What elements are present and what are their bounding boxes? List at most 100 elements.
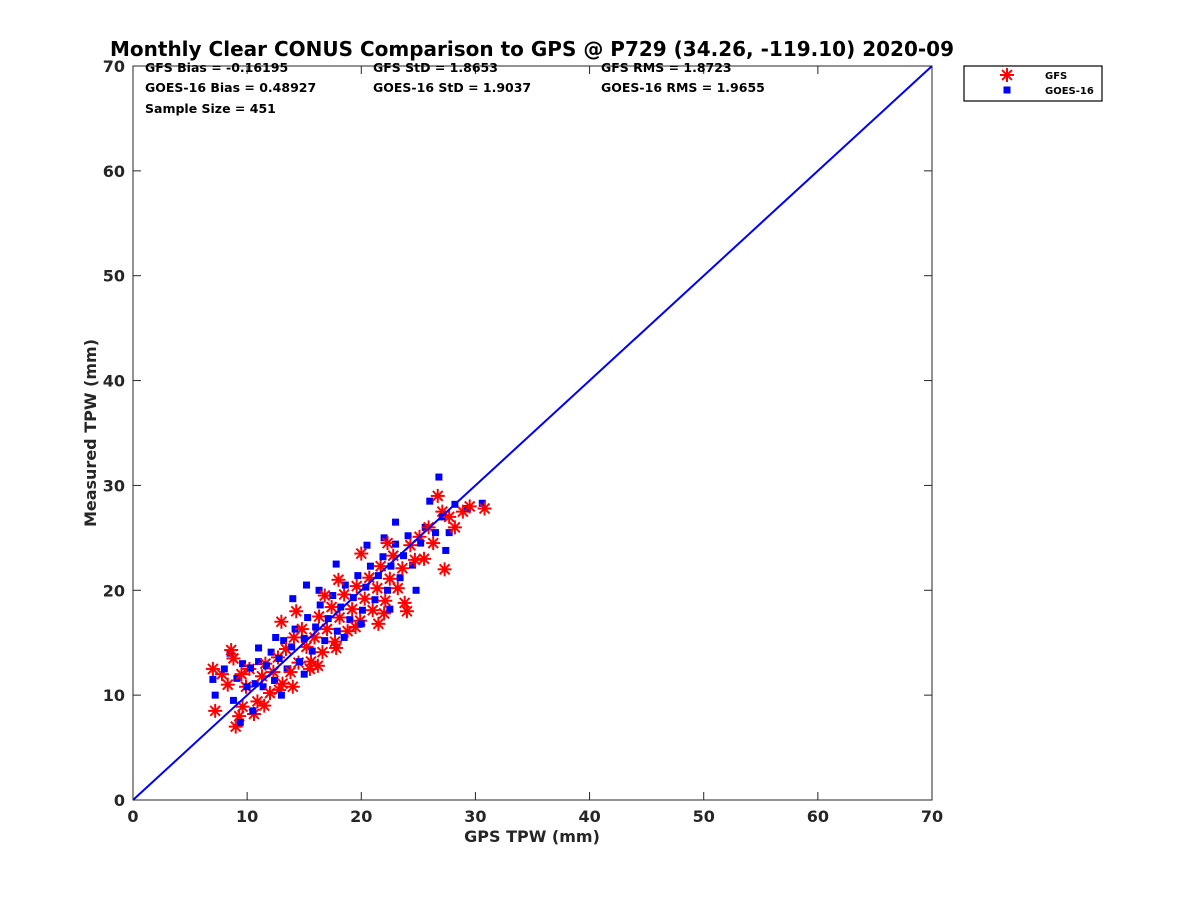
- goes16-point: [255, 644, 263, 652]
- gfs-point: [442, 509, 457, 524]
- gfs-point: [320, 622, 335, 637]
- goes16-point: [236, 718, 244, 726]
- x-axis-label: GPS TPW (mm): [464, 827, 600, 846]
- goes16-point: [229, 696, 237, 704]
- goes16-point: [409, 561, 417, 569]
- gfs-point: [220, 677, 235, 692]
- goes16-point: [379, 553, 387, 561]
- goes16-point: [332, 560, 340, 568]
- goes16-point: [412, 586, 420, 594]
- goes16-point: [333, 627, 341, 635]
- gfs-point: [312, 609, 327, 624]
- stat-gfs-bias: GFS Bias = -0.16195: [145, 60, 288, 75]
- legend-gfs-asterisk: [1000, 68, 1014, 82]
- gfs-point: [407, 552, 422, 567]
- gfs-point: [349, 579, 364, 594]
- goes16-point: [259, 683, 267, 691]
- goes16-point: [289, 595, 297, 603]
- gfs-point: [274, 614, 289, 629]
- gfs-point: [371, 616, 386, 631]
- goes16-point: [478, 499, 486, 507]
- gfs-point: [365, 603, 380, 618]
- y-tick-label: 50: [103, 267, 125, 286]
- goes16-point: [315, 586, 323, 594]
- goes16-point: [329, 592, 337, 600]
- goes16-point: [277, 691, 285, 699]
- x-tick-label: 20: [350, 807, 372, 826]
- stat-goes16-rms: GOES-16 RMS = 1.9655: [601, 80, 765, 95]
- goes16-point: [249, 707, 257, 715]
- gfs-point: [390, 581, 405, 596]
- goes16-point: [435, 473, 443, 481]
- y-tick-label: 20: [103, 581, 125, 600]
- goes16-point: [426, 497, 434, 505]
- legend-box: [963, 65, 1103, 102]
- gfs-point: [234, 667, 249, 682]
- gfs-point: [310, 658, 325, 673]
- goes16-point: [354, 572, 362, 580]
- y-tick-label: 0: [114, 791, 125, 810]
- gfs-point: [397, 595, 412, 610]
- axis-ticks: 0 10 20 30 40 50 60 70 0 10 20 30 40 50 60 70: [103, 57, 943, 826]
- goes16-point: [324, 615, 332, 623]
- goes16-point: [271, 676, 279, 684]
- goes16-point: [340, 633, 348, 641]
- goes16-point: [316, 601, 324, 609]
- goes16-point: [357, 620, 365, 628]
- stat-sample-size: Sample Size = 451: [145, 101, 276, 116]
- gfs-point: [226, 651, 241, 666]
- goes16-point: [396, 574, 404, 582]
- x-tick-label: 40: [578, 807, 600, 826]
- goes16-point: [400, 552, 408, 560]
- goes16-point: [226, 649, 234, 657]
- chart-title: Monthly Clear CONUS Comparison to GPS @ …: [110, 37, 954, 61]
- goes16-point: [384, 586, 392, 594]
- y-axis-label: Measured TPW (mm): [81, 339, 100, 527]
- gfs-point: [285, 679, 300, 694]
- gfs-point: [357, 591, 372, 606]
- goes16-point: [380, 534, 388, 542]
- gfs-point: [235, 699, 250, 714]
- gfs-point: [462, 499, 477, 514]
- gfs-point: [447, 520, 462, 535]
- goes16-point: [220, 665, 228, 673]
- gfs-point: [378, 593, 393, 608]
- gfs-point: [437, 562, 452, 577]
- goes16-point: [247, 664, 255, 672]
- goes16-point: [267, 648, 275, 656]
- goes16-point: [363, 541, 371, 549]
- gfs-point: [380, 536, 395, 551]
- gfs-point: [426, 536, 441, 551]
- gfs-point: [354, 546, 369, 561]
- gfs-point: [324, 600, 339, 615]
- goes16-point: [358, 606, 366, 614]
- x-tick-label: 10: [236, 807, 258, 826]
- gfs-point: [395, 561, 410, 576]
- goes16-point: [392, 518, 400, 526]
- y-tick-label: 30: [103, 476, 125, 495]
- goes16-point: [308, 647, 316, 655]
- gfs-point: [373, 559, 388, 574]
- y-tick-label: 60: [103, 162, 125, 181]
- gfs-point: [477, 501, 492, 516]
- goes16-point: [300, 635, 308, 643]
- legend-label-goes16: GOES-16: [1045, 86, 1094, 97]
- goes16-point: [304, 614, 312, 622]
- goes16-point: [263, 662, 271, 670]
- gfs-point: [399, 604, 414, 619]
- gfs-point: [345, 602, 360, 617]
- y-tick-label: 40: [103, 372, 125, 391]
- gfs-point: [257, 698, 272, 713]
- legend-label-gfs: GFS: [1045, 71, 1067, 82]
- gfs-point: [224, 643, 239, 658]
- x-tick-label: 70: [921, 807, 943, 826]
- goes16-point: [211, 691, 219, 699]
- goes16-point: [366, 562, 374, 570]
- goes16-point: [288, 643, 296, 651]
- goes16-point: [442, 546, 450, 554]
- goes16-point: [346, 616, 354, 624]
- goes16-point: [417, 539, 425, 547]
- stat-goes16-bias: GOES-16 Bias = 0.48927: [145, 80, 316, 95]
- gfs-point: [294, 622, 309, 637]
